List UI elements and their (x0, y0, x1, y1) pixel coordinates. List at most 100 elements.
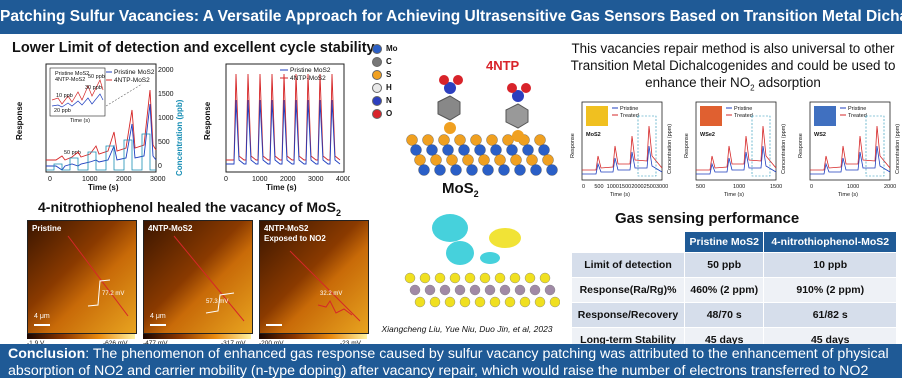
lattice-atom (526, 154, 538, 166)
mini-xlabel: Time (s) (724, 192, 744, 198)
colorbar-3 (259, 334, 367, 339)
mos2-label-sub: 2 (473, 189, 479, 199)
colorbar-1 (27, 334, 135, 339)
lattice-atom (494, 154, 506, 166)
lattice-atom (502, 134, 514, 146)
lattice-atom (474, 144, 486, 156)
mini-xtick: 2000 (631, 184, 643, 190)
cycle-xticks: 0 1000 2000 3000 4000 (224, 176, 350, 183)
mini-frame (809, 101, 891, 181)
slab-atom (534, 296, 546, 308)
cycle-xtick: 2000 (280, 176, 296, 183)
slab-atom (429, 296, 441, 308)
cycle-xtick: 0 (224, 176, 228, 183)
charge-density-illustration (404, 214, 560, 308)
lattice-atom (426, 144, 438, 156)
element-name: Mo (386, 44, 398, 53)
slab-atom (499, 284, 511, 296)
lod-xtick: 3000 (150, 176, 166, 183)
slab-atom (449, 272, 461, 284)
slab-atom (409, 284, 421, 296)
lattice-atom (442, 144, 454, 156)
cycle-xtick: 4000 (336, 176, 350, 183)
lattice-atom (406, 134, 418, 146)
lattice-atom (414, 154, 426, 166)
element-name: O (386, 109, 393, 118)
conclusion-line-2: absorption of NO2 and carrier mobility (… (8, 363, 869, 378)
mini-ylabel: Response (684, 133, 690, 158)
mini-y2label: Concentration (ppm) (667, 124, 673, 174)
element-name: C (386, 57, 392, 66)
slab-atom (494, 272, 506, 284)
lod-xticks: 0 1000 2000 3000 (48, 176, 166, 183)
cbar3-max: -23 mV (340, 340, 361, 347)
perf-section-title: Gas sensing performance (615, 210, 800, 227)
mini-frame (581, 101, 663, 181)
lattice-atom (546, 164, 558, 176)
lod-xtick: 0 (48, 176, 52, 183)
lattice-atom (478, 154, 490, 166)
slab-atom (454, 284, 466, 296)
table-row: Response/Recovery 48/70 s 61/82 s (571, 302, 897, 328)
lattice-atom (470, 134, 482, 146)
mini-structure-icon (700, 106, 722, 126)
mini-highlight-box (751, 115, 771, 177)
cbar1-max: -626 mV (103, 340, 128, 347)
universal-tail: adsorption (754, 75, 821, 90)
mini-xtick: 1500 (770, 184, 782, 190)
cycle-series-4ntp (226, 73, 341, 161)
lod-y2tick: 1000 (158, 115, 174, 122)
lattice-atom (446, 154, 458, 166)
slab-atom (479, 272, 491, 284)
cbar1-min: -1.9 V (27, 340, 44, 347)
slab-atom (459, 296, 471, 308)
conclusion-text: : The phenomenon of enhanced gas respons… (85, 346, 889, 362)
mos2-lattice (406, 134, 558, 176)
mini-frame (695, 101, 777, 181)
lattice-atom (514, 164, 526, 176)
element-legend: Mo C S H N O (372, 42, 402, 120)
table-header: Pristine MoS2 4-nitrothiophenol-MoS2 (571, 231, 897, 253)
lod-series-pristine (46, 103, 157, 171)
lattice-atom (430, 154, 442, 166)
lod-legend-4ntp: 4NTP-MoS2 (114, 77, 150, 84)
table-row: Limit of detection 50 ppb 10 ppb (571, 252, 897, 278)
element-legend-item: C (372, 55, 402, 68)
mini-xtick: 2500 (644, 184, 656, 190)
lattice-atom (466, 164, 478, 176)
universal-main: This vacancies repair method is also uni… (570, 41, 896, 90)
element-legend-item: S (372, 68, 402, 81)
table-row: Response(Ra/Rg)% 460% (2 ppm) 910% (2 ppm) (571, 277, 897, 303)
mini-legend-pristine: Pristine (620, 106, 638, 112)
slab-atom (404, 272, 416, 284)
cycle-xtick: 1000 (252, 176, 268, 183)
element-swatch (372, 43, 382, 54)
lattice-atom (418, 164, 430, 176)
lod-series-concentration (46, 133, 156, 171)
lod-inset-red (51, 79, 104, 105)
element-swatch (372, 56, 382, 67)
mini-series-pristine (582, 145, 663, 175)
table-cell: 48/70 s (683, 302, 765, 328)
slab-atom (504, 296, 516, 308)
slab-atom (509, 272, 521, 284)
cycle-plot-frame (225, 63, 345, 173)
lattice-atom (422, 134, 434, 146)
lod-inset-blue (51, 93, 104, 108)
element-legend-item: Mo (372, 42, 402, 55)
lod-xtick: 1000 (82, 176, 98, 183)
4ntp-molecules (437, 75, 531, 142)
lattice-atom (530, 164, 542, 176)
afm-pristine-profile (34, 235, 129, 326)
table-cell: Response/Recovery (571, 302, 685, 328)
mos2-slab (404, 272, 560, 308)
cycle-chart: Response Time (s) 0 1000 2000 3000 4000 Pris… (203, 63, 350, 192)
lod-ann-20: 20 ppb (54, 108, 71, 114)
element-swatch (372, 95, 382, 106)
table-header-empty (571, 231, 685, 253)
lod-ylabel: Response (15, 101, 24, 140)
slab-atom (419, 272, 431, 284)
element-name: N (386, 96, 392, 105)
